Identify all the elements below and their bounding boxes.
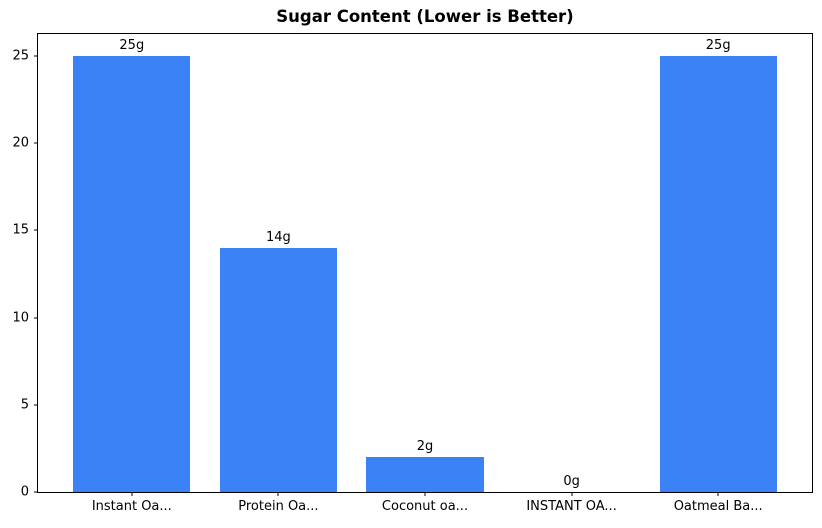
plot-area: 25g Instant Oa... 14g Protein Oa... 2g Coconu… xyxy=(12,33,813,513)
y-tick-mark xyxy=(34,55,38,57)
bar-value-label: 25g xyxy=(119,37,145,53)
bar-value-label: 0g xyxy=(563,474,580,489)
y-tick-label: 15 xyxy=(12,222,29,238)
y-tick-label: 5 xyxy=(20,397,29,413)
x-tick-mark xyxy=(717,492,719,496)
y-tick-label: 25 xyxy=(12,48,29,64)
x-tick-mark xyxy=(131,492,133,496)
bar xyxy=(659,55,777,492)
bar-value-label: 25g xyxy=(705,37,731,53)
y-tick-mark xyxy=(34,229,38,231)
bar-value-label: 14g xyxy=(266,229,291,245)
x-tick-label: Instant Oa... xyxy=(91,499,172,514)
y-tick-mark xyxy=(34,142,38,144)
y-tick-label: 0 xyxy=(20,484,29,500)
x-tick-label: Protein Oa... xyxy=(238,499,319,514)
x-tick-mark xyxy=(571,492,573,496)
y-tick-label: 20 xyxy=(12,135,29,151)
bar-value-label: 2g xyxy=(416,439,434,455)
bar xyxy=(73,55,191,492)
y-tick-label: 10 xyxy=(12,310,29,326)
x-tick-label: Coconut oa... xyxy=(381,499,469,514)
bar xyxy=(219,247,338,492)
bar xyxy=(366,457,484,492)
y-tick-mark xyxy=(34,491,38,493)
y-tick-mark xyxy=(34,317,38,319)
x-tick-label: INSTANT OA... xyxy=(526,499,617,514)
x-tick-mark xyxy=(277,492,279,496)
x-tick-mark xyxy=(424,492,426,496)
x-tick-label: Oatmeal Ba... xyxy=(673,499,763,514)
chart-title: Sugar Content (Lower is Better) xyxy=(276,7,574,26)
y-tick-mark xyxy=(34,404,38,406)
